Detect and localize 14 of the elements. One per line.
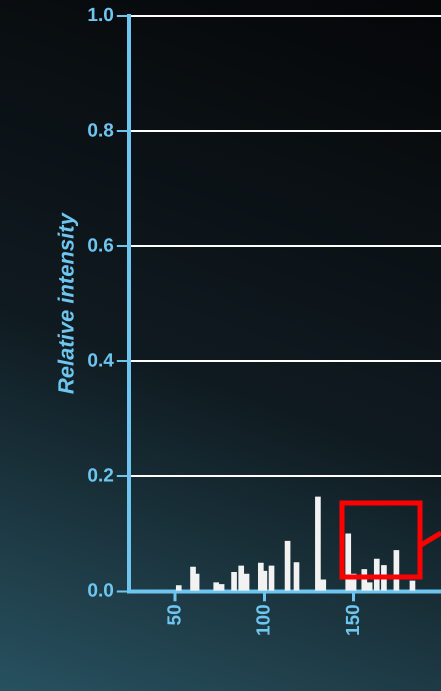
bar bbox=[284, 540, 290, 591]
x-tick-label: 150 bbox=[342, 604, 364, 636]
x-tick-label: 100 bbox=[254, 604, 275, 636]
y-tick-label: 0.4 bbox=[87, 350, 114, 372]
x-tick-label: 50 bbox=[164, 604, 186, 626]
y-axis-title: Relative intensity bbox=[53, 211, 78, 394]
bar bbox=[176, 585, 182, 591]
y-tick-label: 0.2 bbox=[87, 465, 114, 486]
bar bbox=[294, 562, 300, 591]
y-tick-label: 0.0 bbox=[87, 580, 114, 602]
y-tick-label: 1.0 bbox=[87, 5, 114, 26]
bar bbox=[410, 580, 416, 591]
y-tick-label: 0.6 bbox=[87, 235, 114, 256]
y-tick-label: 0.8 bbox=[87, 120, 114, 142]
